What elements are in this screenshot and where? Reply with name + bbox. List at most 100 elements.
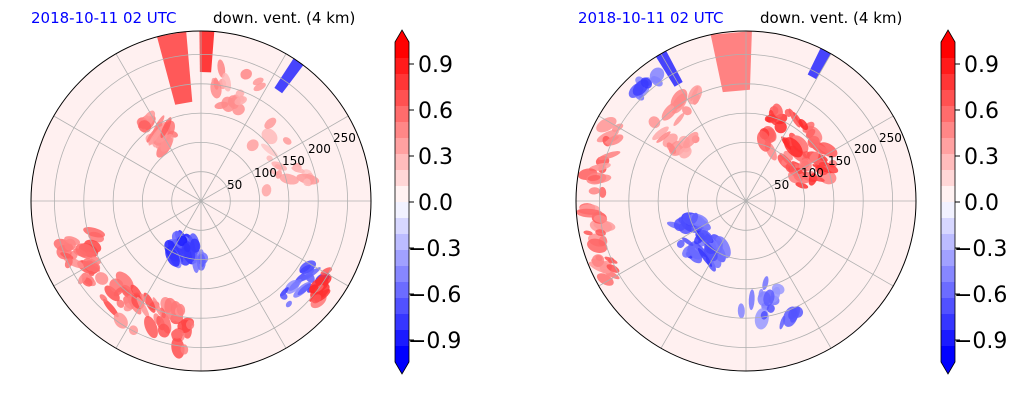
azimuth-spoke [598, 200, 747, 287]
data-cell [253, 82, 266, 92]
data-cell [682, 106, 692, 116]
data-cell [596, 117, 617, 133]
data-cell [113, 286, 125, 297]
data-cell [798, 118, 809, 131]
data-cell [793, 173, 810, 184]
title-field: down. vent. (4 km) [760, 9, 902, 27]
data-cell [779, 315, 786, 330]
data-cell [60, 252, 74, 260]
data-cell [589, 219, 612, 233]
colorbar-gradient [394, 29, 410, 375]
colorbar-ticks: 0.9 0.6 0.3 0.0 −0.3 −0.6 −0.9 [954, 53, 1007, 354]
title-date: 2018-10-11 02 UTC [578, 9, 724, 27]
data-cell [88, 270, 95, 277]
data-cell [160, 117, 172, 139]
data-cell [784, 109, 792, 117]
title-field: down. vent. (4 km) [213, 9, 355, 27]
data-cell [816, 144, 836, 157]
colorbar-tick-label: −0.6 [954, 283, 1007, 308]
data-cell [673, 218, 687, 232]
data-cell [144, 315, 158, 339]
colorbar-level [395, 122, 409, 139]
data-cell [715, 236, 731, 259]
colorbar-level [395, 90, 409, 107]
data-cell [785, 162, 796, 173]
data-cell [234, 96, 247, 106]
data-cell [664, 105, 675, 117]
colorbar-extend-min [395, 362, 409, 374]
azimuth-spoke [745, 200, 832, 349]
colorbar-level [395, 58, 409, 75]
data-cell [157, 323, 170, 338]
data-cell [99, 294, 108, 302]
azimuth-spoke [115, 200, 202, 349]
title-date: 2018-10-11 02 UTC [31, 9, 177, 27]
colorbar-level [941, 90, 955, 107]
data-cell [591, 254, 605, 267]
data-cell [311, 294, 322, 304]
data-cell [691, 212, 699, 224]
colorbar-tick-label: −0.9 [954, 329, 1007, 354]
colorbar-level [941, 266, 955, 283]
data-streak [199, 31, 215, 73]
colorbar-level [395, 346, 409, 363]
colorbar-level [941, 250, 955, 267]
colorbar-level [941, 74, 955, 91]
data-cell [264, 117, 277, 129]
colorbar-level [395, 330, 409, 347]
colorbar-level [941, 346, 955, 363]
range-label: 100 [254, 166, 277, 180]
colorbar-level [395, 74, 409, 91]
colorbar-tick-label: −0.3 [408, 237, 461, 262]
colorbar-tick-label: −0.9 [408, 329, 461, 354]
azimuth-spoke [660, 200, 747, 349]
colorbar-level [941, 138, 955, 155]
colorbar-tick-label: 0.0 [964, 191, 999, 216]
colorbar-level [395, 42, 409, 59]
colorbar-level [395, 154, 409, 171]
range-label: 250 [333, 131, 356, 145]
data-cell [130, 284, 143, 300]
colorbar-level [395, 218, 409, 235]
data-cell [590, 162, 611, 171]
data-cell [275, 170, 282, 179]
data-cell [588, 187, 601, 195]
colorbar-level [941, 314, 955, 331]
data-cell [792, 135, 809, 152]
data-cell [113, 312, 128, 329]
data-streak [710, 31, 752, 93]
colorbar-level [941, 42, 955, 59]
azimuth-spoke [53, 200, 202, 287]
colorbar-gradient [940, 29, 956, 375]
data-cell [687, 243, 704, 260]
data-cell [748, 289, 755, 311]
range-label: 50 [774, 178, 789, 192]
data-field [576, 31, 839, 330]
colorbar-outline [940, 29, 956, 375]
data-cell [136, 296, 150, 318]
data-streak [807, 48, 831, 80]
data-cell [774, 120, 787, 134]
data-cell [687, 85, 703, 105]
range-labels: 50 100 150 200 250 [227, 131, 356, 192]
panel-left: 2018-10-11 02 UTC down. vent. (4 km) 50 … [30, 9, 461, 375]
colorbar-level [941, 202, 955, 219]
azimuth-spoke [53, 115, 202, 202]
data-cell [679, 146, 692, 159]
azimuth-spoke [200, 200, 287, 349]
data-cell [697, 247, 713, 267]
data-cell [596, 129, 619, 143]
data-cell [282, 137, 292, 145]
colorbar-level [395, 314, 409, 331]
colorbar-level [941, 170, 955, 187]
colorbar-tick-label: −0.3 [954, 237, 1007, 262]
colorbar: 0.9 0.6 0.3 0.0 −0.3 −0.6 −0.9 [940, 29, 1007, 375]
data-cell [587, 238, 608, 253]
colorbar-level [395, 266, 409, 283]
data-cell [148, 125, 163, 146]
data-cell [656, 131, 671, 143]
data-cell [673, 112, 685, 127]
data-cell [795, 182, 809, 189]
colorbar-level [941, 218, 955, 235]
data-cell [790, 306, 800, 323]
